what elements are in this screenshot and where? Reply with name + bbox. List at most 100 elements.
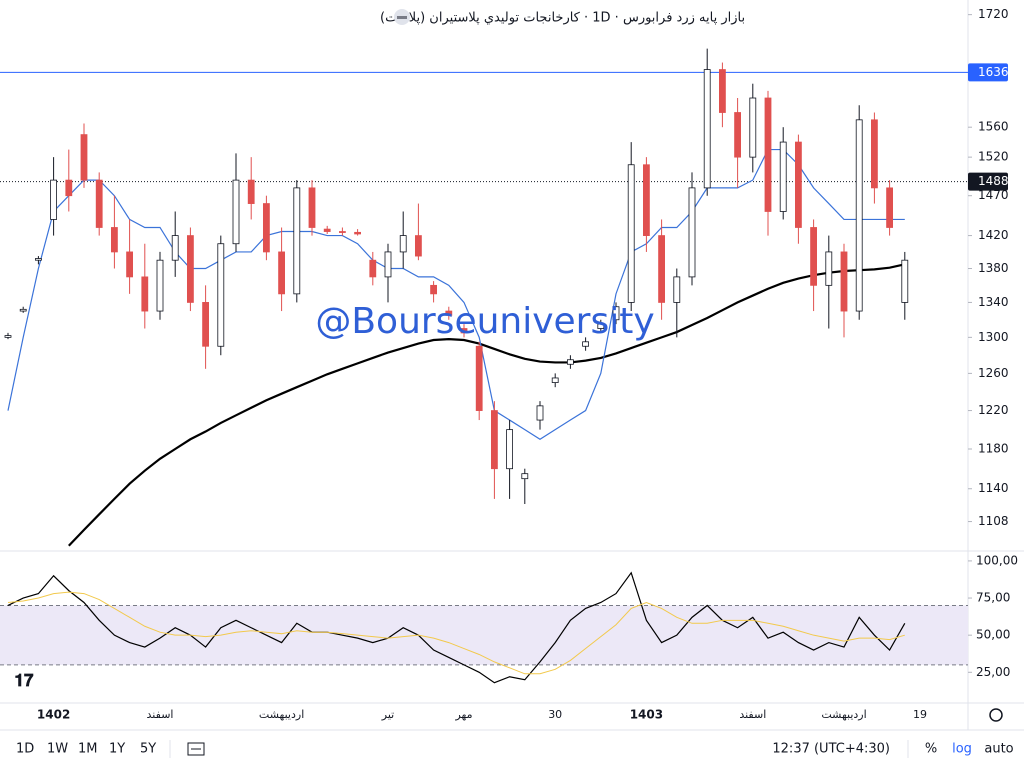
x-tick-label: اردیبهشت [259,708,304,721]
candle-body [80,134,88,181]
candle-body [612,306,620,321]
logo: 𝟏𝟕 [15,671,34,691]
price-line-label: 1636 [978,65,1009,79]
candle-body [764,97,772,212]
candle-body [688,187,696,278]
y-tick-label: 1470 [978,188,1009,202]
y-tick-label: 1520 [978,150,1009,164]
candle-body [825,251,833,286]
candle-body [247,179,255,204]
candle-body [521,473,529,480]
range-button[interactable]: 1D [16,742,34,757]
range-button[interactable]: 1Y [109,742,125,757]
y-tick-label: 1340 [978,295,1009,309]
candle-body [475,345,483,411]
x-tick-label: مهر [454,708,472,721]
candle-body [354,231,362,235]
y-tick-label: 1180 [978,441,1009,455]
range-button[interactable]: 1M [78,742,98,757]
x-tick-label: اسفند [739,708,766,721]
candle-body [323,228,331,232]
last-price-label: 1488 [978,174,1009,188]
candle-body [567,359,574,365]
rsi-line [7,591,905,675]
candle-body [384,251,392,278]
range-button[interactable]: 1W [47,742,68,757]
candle-body [460,328,468,334]
rsi-y-tick-label: 75,00 [976,591,1010,605]
compare-icon[interactable] [187,742,205,756]
x-tick-label: 19 [913,708,927,721]
candle-body [490,410,498,470]
indicator-line [7,148,905,440]
candle-body [536,405,544,421]
watermark: @Bourseuniversity [315,301,654,342]
candle-body [414,235,422,257]
candle-body [627,164,635,303]
candle-body [399,235,407,253]
x-tick-label: تیر [381,708,394,721]
candle-body [551,377,559,383]
candle-body [111,227,118,253]
rsi-y-tick-label: 50,00 [976,628,1010,642]
candle-body [779,141,787,212]
candle-body [308,187,316,228]
candle-body [4,335,12,338]
indicator-line [68,263,906,547]
y-tick-label: 1108 [978,514,1009,528]
candle-body [582,341,589,347]
rsi-y-tick-label: 25,00 [976,665,1010,679]
candle-body [278,251,286,295]
rsi-y-tick-label: 100,00 [976,553,1018,567]
candle-body [369,259,377,278]
range-button[interactable]: 5Y [140,742,156,757]
candle-body [141,276,149,312]
x-tick-label: 1403 [630,708,663,722]
settings-icon[interactable] [989,708,1003,722]
candle-body [734,112,741,158]
candle-body [506,429,514,470]
last-price-tag [968,172,1008,191]
chart-title: بازار پایه زرد فرابورس · 1D · کارخانجات … [380,11,745,26]
candle-body [795,141,802,228]
y-tick-label: 1140 [978,481,1009,495]
candle-body [840,251,848,312]
candle-body [445,310,453,316]
x-tick-label: 30 [548,708,562,721]
candle-body [232,179,240,245]
candle-body [95,179,103,228]
collapse-icon [397,16,407,19]
candle-body [430,284,438,295]
candle-body [338,231,346,233]
candle-body [186,235,194,303]
candle-body [156,259,164,312]
candle-body [597,323,605,329]
x-tick-label: 1402 [37,708,70,722]
candle-body [643,164,650,236]
candle-body [901,259,909,303]
axis-option[interactable]: log [952,742,972,757]
candle-body [202,302,210,347]
candle-body [673,276,681,303]
candle-body [855,119,863,312]
axis-option[interactable]: % [925,742,937,757]
plot: @Bourseuniversity [0,14,972,684]
candle-body [658,235,665,303]
candle-body [871,119,878,189]
candle-body [126,251,133,278]
candle-body [293,187,301,295]
timezone[interactable]: 12:37 (UTC+4:30) [772,742,890,757]
candle-body [749,97,757,158]
y-tick-label: 1220 [978,403,1009,417]
candle-body [171,235,179,261]
y-tick-label: 1300 [978,330,1009,344]
candle-body [19,308,27,312]
candle-body [703,69,711,189]
candle-body [50,179,57,220]
y-tick-label: 1420 [978,228,1009,242]
y-tick-label: 1560 [978,120,1009,134]
candle-body [810,227,817,286]
axis-option[interactable]: auto [984,742,1013,757]
candle-body [65,179,73,197]
